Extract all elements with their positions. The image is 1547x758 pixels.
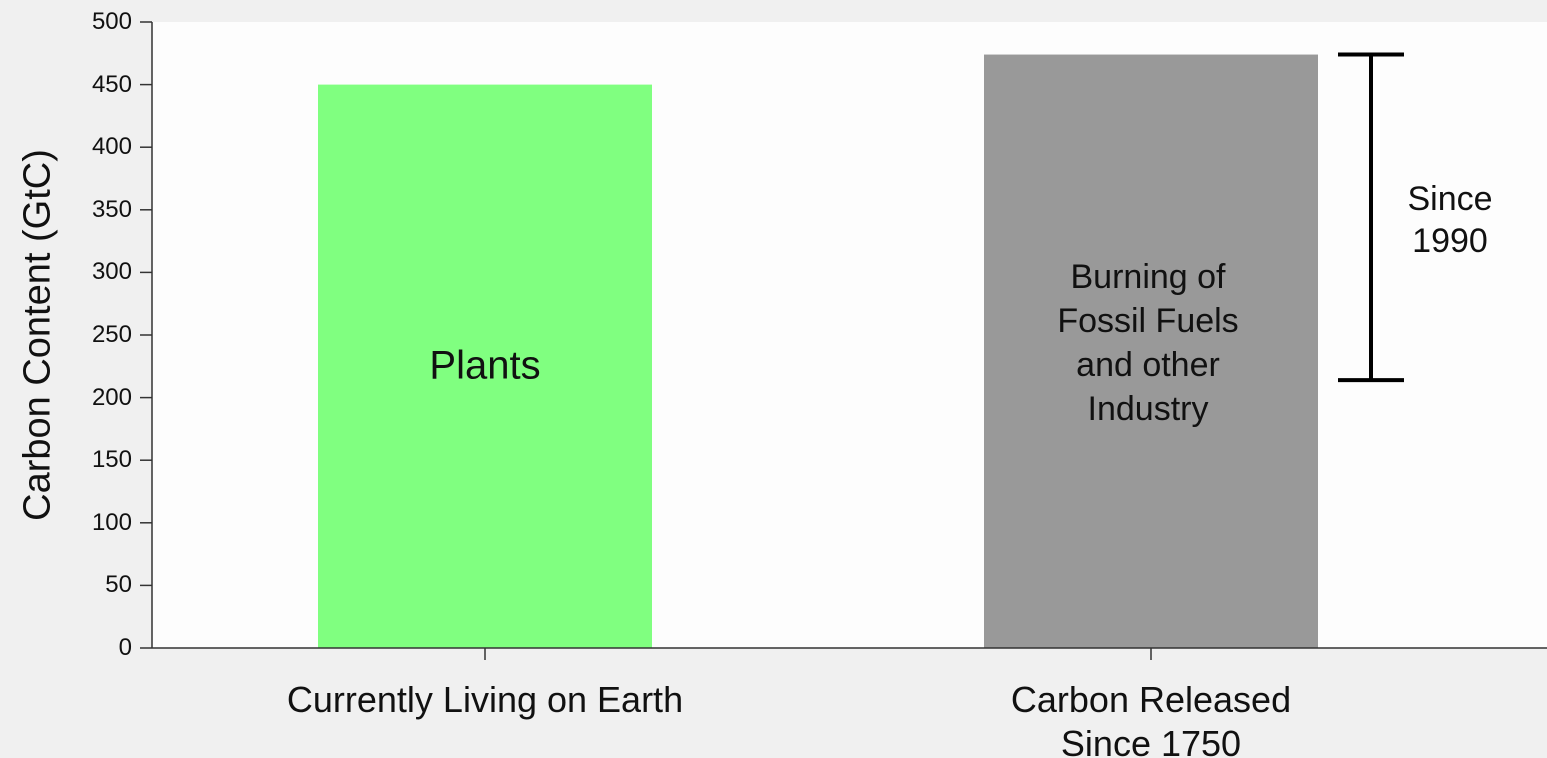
- bar: [984, 54, 1318, 648]
- bar: [318, 84, 652, 649]
- y-tick-label: 400: [91, 133, 132, 161]
- y-tick-label: 50: [105, 571, 132, 599]
- x-tick-label: Currently Living on Earth: [286, 679, 684, 720]
- y-tick-label: 250: [91, 321, 132, 348]
- y-tick-label: 150: [91, 446, 132, 474]
- bar-label: Burning of Fossil Fuels and other Indust…: [1057, 258, 1239, 429]
- y-tick-label: 300: [91, 258, 132, 286]
- y-tick-label: 350: [91, 195, 132, 223]
- y-tick-label: 0: [118, 634, 132, 661]
- y-tick-label: 100: [91, 508, 132, 536]
- annotation: Since 1990: [1407, 179, 1493, 260]
- y-tick-label: 200: [91, 383, 132, 411]
- y-tick-label: 450: [91, 70, 132, 98]
- x-tick-label: Carbon Released Since 1750: [1010, 679, 1292, 758]
- y-tick-label: 500: [91, 8, 132, 35]
- bar-label: Plants: [429, 343, 541, 388]
